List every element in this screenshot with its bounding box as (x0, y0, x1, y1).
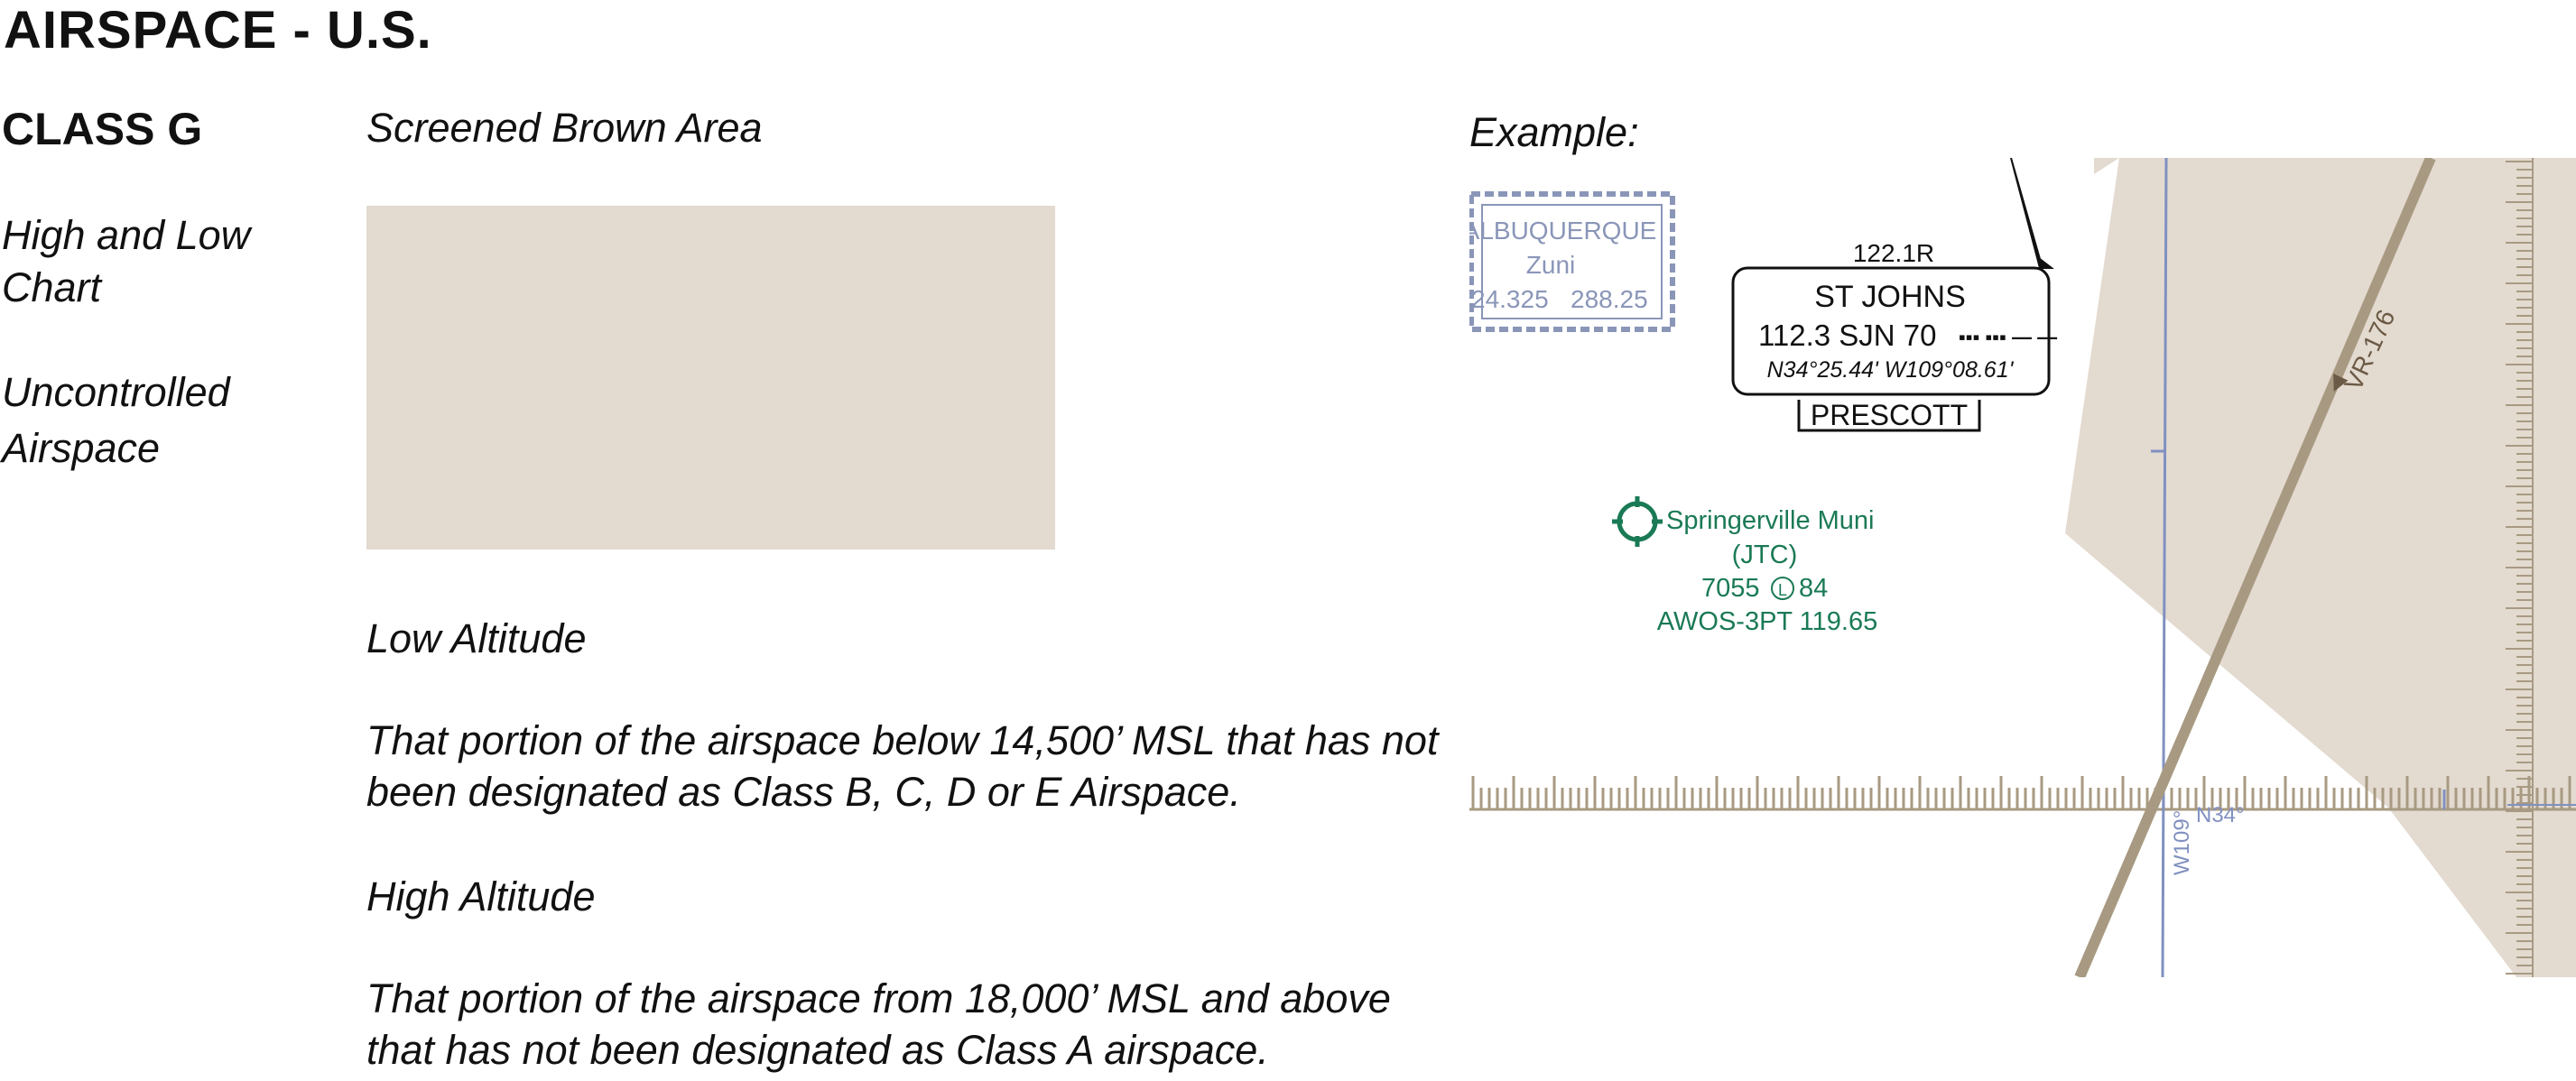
morse-code-icon: ▪▪▪ ▪▪▪ — — (1959, 326, 2057, 348)
airspace-type-label: Uncontrolled Airspace (2, 369, 230, 471)
meridian-line (2161, 158, 2168, 977)
airport-symbol-icon (1612, 496, 1663, 547)
airport-elevation: 7055 (1701, 574, 1760, 603)
navaid-frequency: 122.1R (1853, 239, 1934, 267)
fss-communications-box: ALBUQUERQUE Zuni 24.325 288.25 (1469, 191, 1675, 332)
screened-brown-swatch (366, 206, 1055, 550)
vr-route-line (2074, 158, 2436, 977)
navaid-fss-name: PRESCOTT (1811, 399, 1968, 431)
runway-length: 84 (1799, 574, 1828, 603)
example-label: Example: (1469, 109, 1639, 155)
high-altitude-heading: High Altitude (366, 873, 596, 919)
airport-entry: Springerville Muni (JTC) 7055 L 84 AWOS-… (1612, 496, 1877, 636)
lighting-icon (1771, 577, 1794, 600)
fss-freq-right: 288.25 (1571, 285, 1648, 313)
fss-name: ALBUQUERQUE (1469, 217, 1656, 245)
longitude-ticks (2506, 161, 2533, 975)
airport-awos: AWOS-3PT 119.65 (1657, 607, 1877, 636)
airport-id: (JTC) (1732, 540, 1797, 569)
example-chart: VR-176 ◄ N34° W109° ALBUQUERQUE Zuni 24.… (1469, 158, 2576, 977)
shading-sliver (2094, 158, 2119, 174)
page-title: AIRSPACE - U.S. (4, 1, 432, 60)
uncontrolled-airspace-shading (2065, 158, 2576, 977)
class-label: CLASS G (2, 104, 203, 154)
latitude-ticks (1471, 776, 2571, 809)
high-altitude-text: That portion of the airspace from 18,000… (366, 975, 1391, 1073)
chart-type-label: High and Low Chart (2, 212, 251, 310)
fss-subname: Zuni (1526, 251, 1575, 279)
swatch-label: Screened Brown Area (366, 105, 763, 151)
navaid-box: 122.1R ST JOHNS 112.3 SJN 70 ▪▪▪ ▪▪▪ — —… (1731, 158, 2057, 432)
navaid-ident: 112.3 SJN 70 (1758, 319, 1937, 352)
navaid-coordinates: N34°25.44' W109°08.61' (1767, 357, 2015, 383)
airport-name: Springerville Muni (1666, 506, 1875, 535)
latitude-label: N34° (2196, 803, 2245, 827)
lighting-code: L (1778, 581, 1787, 599)
fss-freq-left: 24.325 (1471, 285, 1549, 313)
low-altitude-text: That portion of the airspace below 14,50… (366, 717, 1439, 815)
navaid-name: ST JOHNS (1814, 280, 1966, 314)
longitude-label: W109° (2170, 810, 2194, 875)
low-altitude-heading: Low Altitude (366, 615, 587, 661)
